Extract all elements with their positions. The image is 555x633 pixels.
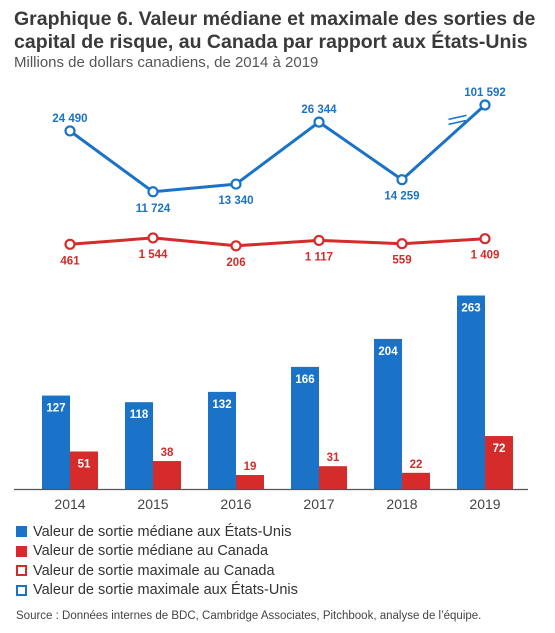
legend-swatch-filled bbox=[16, 545, 27, 557]
legend-item: Valeur de sortie maximale au Canada bbox=[16, 561, 298, 581]
point-max-canada-2018 bbox=[396, 238, 408, 250]
point-max-us-2016 bbox=[230, 178, 242, 190]
bar-us-2018 bbox=[374, 338, 402, 489]
x-tick-label: 2014 bbox=[54, 496, 85, 512]
data-label: 132 bbox=[212, 399, 231, 411]
data-label: 1 409 bbox=[471, 250, 500, 262]
line-max-us bbox=[69, 103, 487, 194]
point-max-canada-2019 bbox=[479, 233, 491, 245]
data-label: 26 344 bbox=[301, 104, 337, 116]
legend-item: Valeur de sortie médiane aux États-Unis bbox=[16, 522, 298, 542]
chart-title: Graphique 6. Valeur médiane et maximale … bbox=[14, 8, 536, 53]
data-label: 51 bbox=[78, 458, 91, 470]
point-max-canada-2014 bbox=[64, 238, 76, 250]
line-max-canada bbox=[69, 236, 486, 248]
data-label: 1 544 bbox=[139, 249, 168, 261]
data-label: 24 490 bbox=[52, 113, 87, 125]
chart-subtitle: Millions de dollars canadiens, de 2014 à… bbox=[14, 54, 319, 71]
axis-break-mark bbox=[448, 114, 467, 121]
bar-us-2014 bbox=[42, 395, 70, 489]
point-max-canada-2015 bbox=[147, 232, 159, 244]
axis-break-mark bbox=[448, 119, 467, 126]
legend-swatch-outline bbox=[16, 584, 27, 596]
data-label: 31 bbox=[327, 452, 340, 464]
bar-canada-2018 bbox=[402, 472, 430, 489]
data-label: 22 bbox=[410, 459, 423, 471]
bar-canada-2016 bbox=[236, 475, 264, 489]
point-max-canada-2017 bbox=[313, 234, 325, 247]
data-label: 101 592 bbox=[464, 87, 506, 99]
bar-us-2015 bbox=[125, 402, 153, 489]
bar-canada-2014 bbox=[70, 451, 98, 489]
x-tick-label: 2018 bbox=[386, 496, 417, 512]
bar-us-2019 bbox=[457, 295, 485, 489]
x-tick-label: 2016 bbox=[220, 496, 251, 512]
bar-us-2017 bbox=[291, 366, 319, 489]
data-label: 13 340 bbox=[218, 195, 253, 207]
chart-canvas: 127 118 132 166 204 263 51 38 19 31 22 72 2014 2015 20… bbox=[14, 87, 528, 512]
data-label: 263 bbox=[461, 303, 480, 315]
data-label: 1 117 bbox=[305, 251, 333, 263]
x-tick-label: 2019 bbox=[469, 496, 500, 512]
point-max-us-2018 bbox=[396, 174, 408, 186]
x-tick-label: 2017 bbox=[303, 496, 334, 512]
legend-item: Valeur de sortie médiane au Canada bbox=[16, 542, 298, 562]
legend-item: Valeur de sortie maximale aux États-Unis bbox=[16, 581, 298, 601]
data-label: 118 bbox=[130, 409, 149, 421]
source-note: Source : Données internes de BDC, Cambri… bbox=[16, 610, 482, 622]
point-max-us-2017 bbox=[313, 116, 325, 128]
data-label: 19 bbox=[244, 461, 257, 473]
x-tick-label: 2015 bbox=[137, 496, 168, 512]
point-max-us-2015 bbox=[147, 186, 159, 198]
legend-label: Valeur de sortie maximale au Canada bbox=[33, 562, 275, 579]
data-label: 72 bbox=[493, 443, 506, 455]
legend: Valeur de sortie médiane aux États-Unis V… bbox=[16, 522, 298, 600]
axis-break-gap bbox=[447, 114, 468, 125]
legend-label: Valeur de sortie médiane au Canada bbox=[33, 543, 269, 560]
data-label: 14 259 bbox=[384, 191, 419, 203]
bar-canada-2015 bbox=[153, 461, 181, 489]
bar-us-2016 bbox=[208, 391, 236, 489]
data-label: 38 bbox=[161, 447, 174, 459]
bar-canada-2019 bbox=[485, 436, 513, 489]
point-max-canada-2016 bbox=[230, 240, 242, 252]
point-max-us-2014 bbox=[64, 125, 76, 137]
bar-canada-2017 bbox=[319, 466, 347, 489]
point-max-us-2019 bbox=[479, 99, 491, 111]
data-label: 461 bbox=[60, 255, 80, 267]
legend-swatch-filled bbox=[16, 526, 27, 538]
legend-swatch-outline bbox=[16, 565, 27, 577]
data-label: 559 bbox=[392, 255, 411, 267]
data-label: 166 bbox=[295, 374, 314, 386]
data-label: 11 724 bbox=[136, 203, 171, 215]
data-label: 204 bbox=[378, 346, 398, 358]
data-label: 127 bbox=[46, 403, 65, 415]
data-label: 206 bbox=[226, 257, 245, 269]
legend-label: Valeur de sortie médiane aux États-Unis bbox=[33, 523, 292, 540]
legend-label: Valeur de sortie maximale aux États-Unis bbox=[33, 582, 298, 599]
